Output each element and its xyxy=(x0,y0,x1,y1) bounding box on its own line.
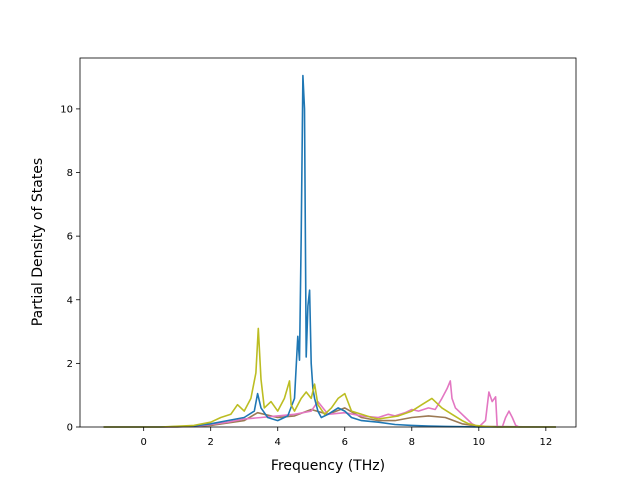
x-axis-label: Frequency (THz) xyxy=(271,458,385,474)
x-ticks: 0 2 4 6 8 10 12 xyxy=(140,427,552,448)
x-tick-label: 6 xyxy=(342,437,348,448)
plot-frame xyxy=(79,57,577,428)
series-line-2 xyxy=(103,327,556,428)
series-line-1 xyxy=(103,74,556,428)
y-tick-label: 6 xyxy=(67,232,73,243)
x-tick-label: 4 xyxy=(275,437,281,448)
series-layer xyxy=(103,74,556,428)
y-tick-label: 4 xyxy=(67,295,73,306)
x-tick-label: 8 xyxy=(409,437,415,448)
x-tick-label: 0 xyxy=(140,437,146,448)
x-tick-label: 2 xyxy=(208,437,214,448)
y-axis-label: Partial Density of States xyxy=(30,158,46,326)
y-ticks: 0 2 4 6 8 10 xyxy=(60,104,80,434)
x-tick-label: 12 xyxy=(539,437,552,448)
y-tick-label: 2 xyxy=(67,359,73,370)
y-tick-label: 0 xyxy=(67,423,73,434)
y-tick-label: 10 xyxy=(60,104,73,115)
series-line-4 xyxy=(103,407,556,428)
x-tick-label: 10 xyxy=(472,437,485,448)
series-line-3 xyxy=(103,380,556,428)
y-tick-label: 8 xyxy=(67,168,73,179)
